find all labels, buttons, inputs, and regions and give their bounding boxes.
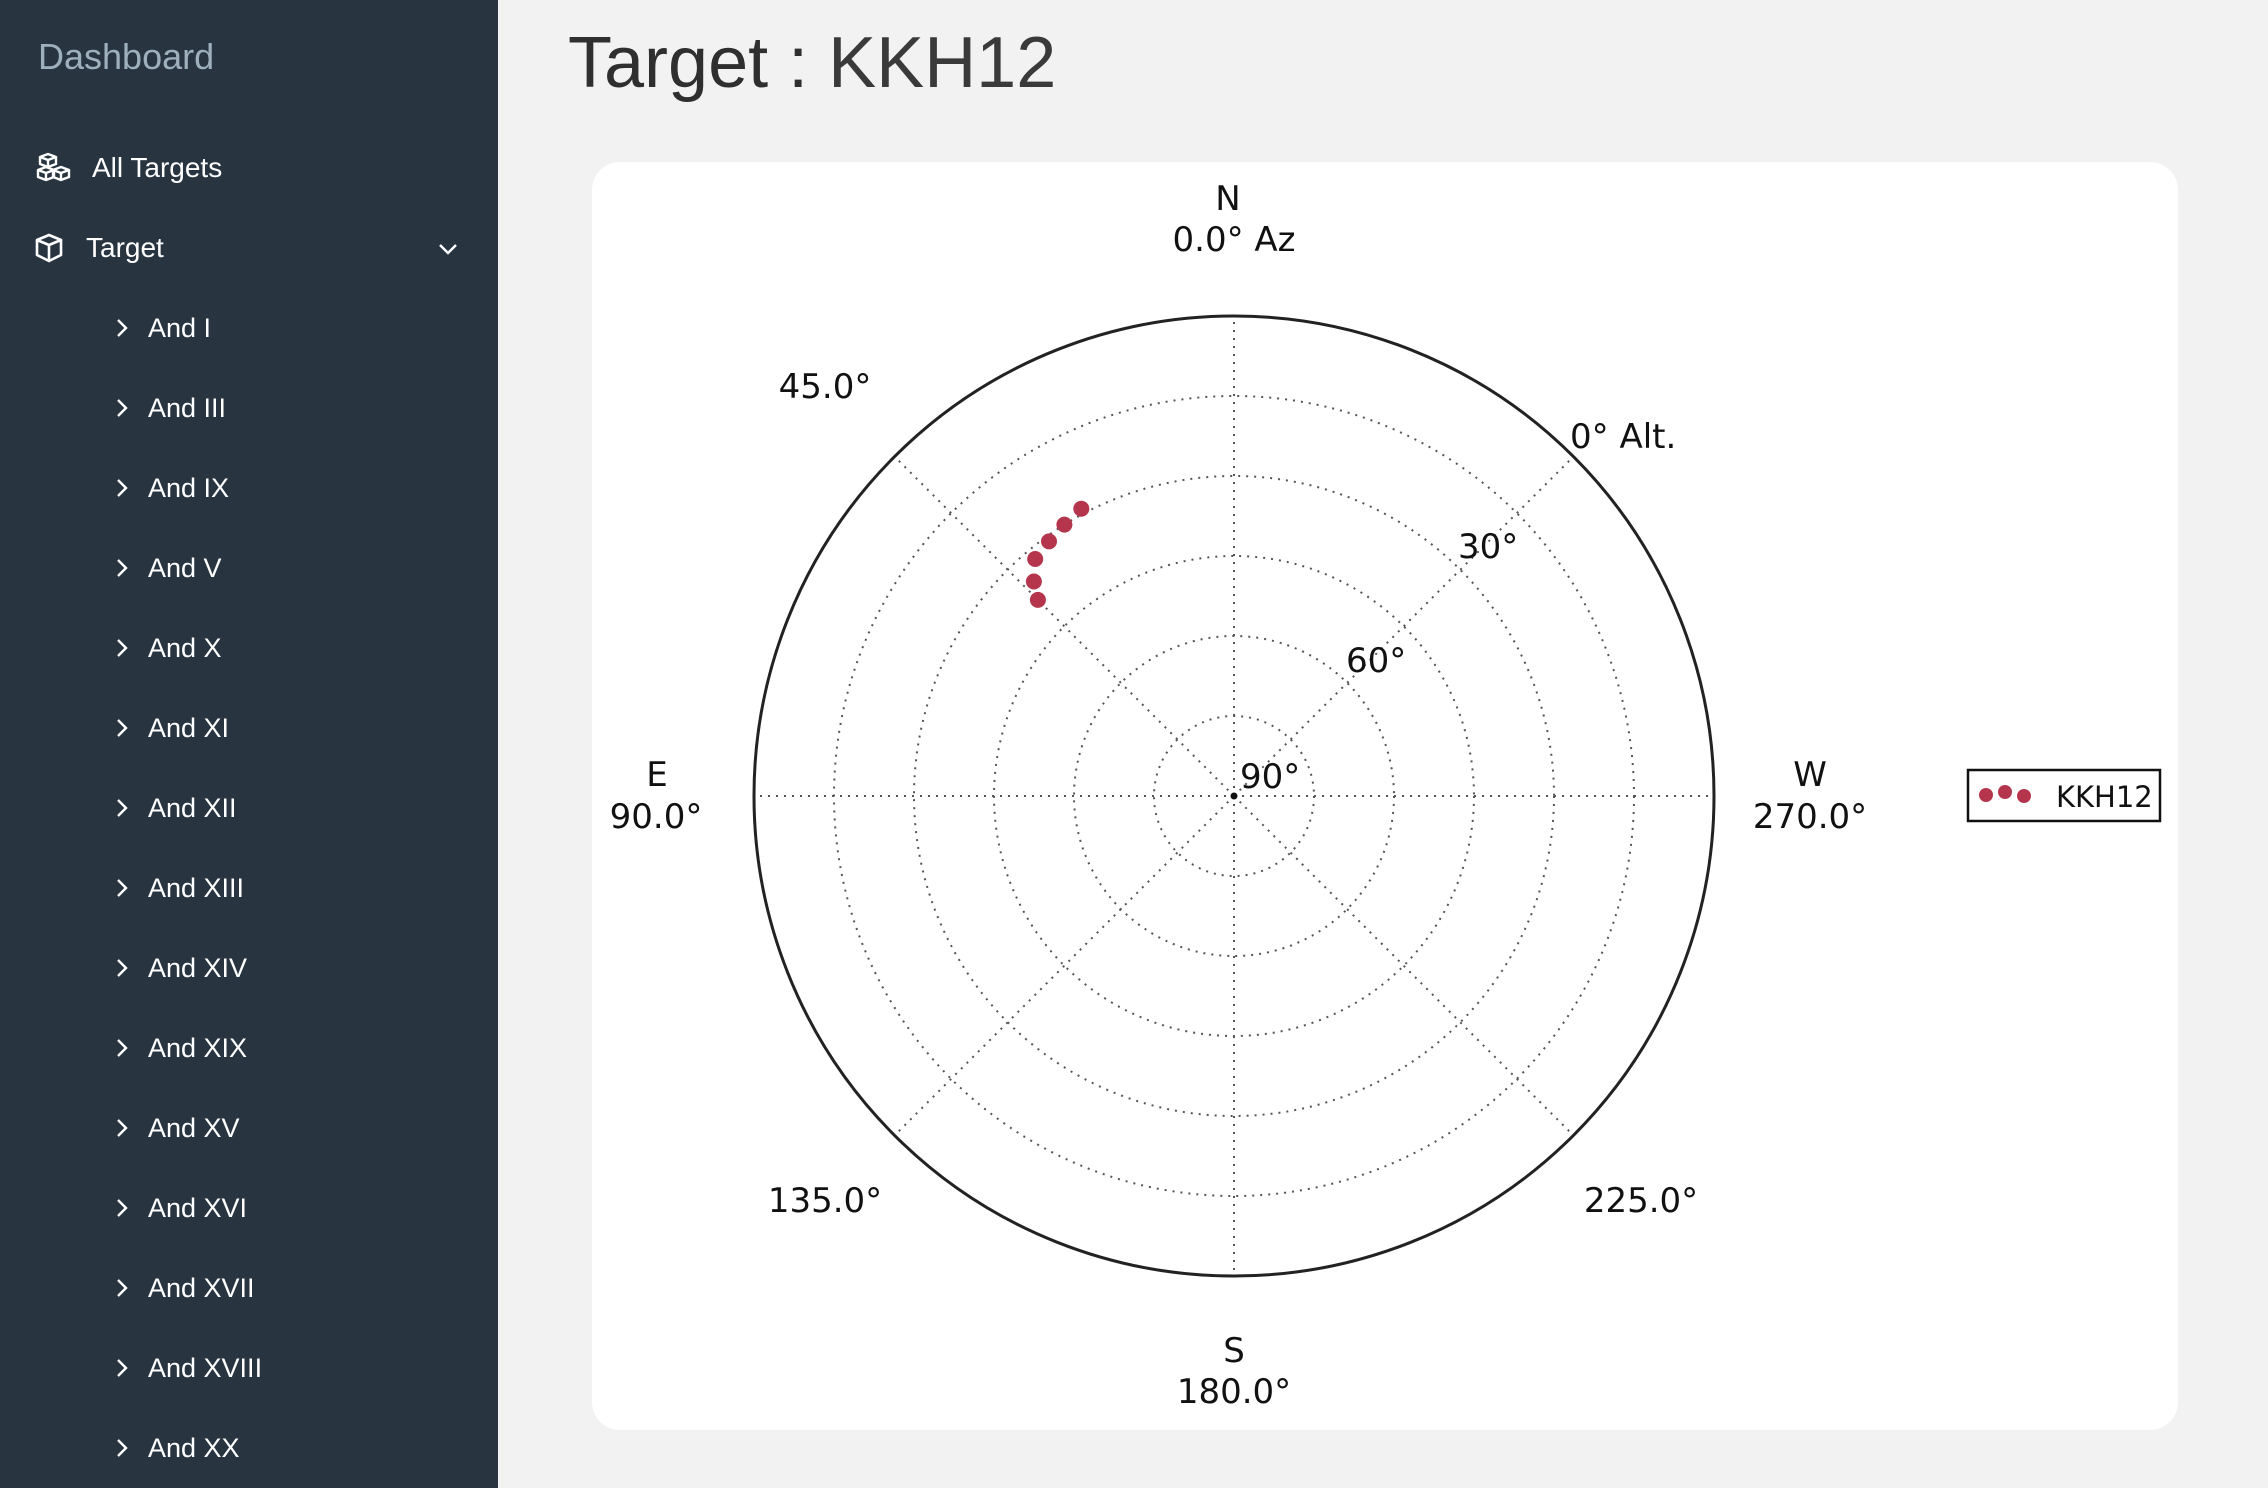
sidebar-subitem-and-xv[interactable]: And XV: [0, 1098, 498, 1158]
chevron-right-icon: [114, 876, 130, 900]
sidebar-subitem-and-iii[interactable]: And III: [0, 378, 498, 438]
sidebar-subitem-and-xi[interactable]: And XI: [0, 698, 498, 758]
legend-marker-3: [2017, 789, 2031, 803]
chevron-right-icon: [114, 796, 130, 820]
label-south: S: [1223, 1331, 1245, 1371]
sidebar-subitem-label: And V: [148, 553, 222, 583]
page-title: Target : KKH12: [568, 22, 1056, 104]
sidebar-subitem-and-xiv[interactable]: And XIV: [0, 938, 498, 998]
chevron-right-icon: [114, 1116, 130, 1140]
sidebar-subitem-label: And XIX: [148, 1033, 248, 1063]
data-point-2: [1056, 516, 1073, 533]
sidebar-item-target-label: Target: [86, 232, 164, 263]
chevron-right-icon: [114, 1356, 130, 1380]
sidebar-subitem-and-xii[interactable]: And XII: [0, 778, 498, 838]
chevron-right-icon: [114, 316, 130, 340]
label-south-deg: 180.0°: [1177, 1372, 1291, 1412]
sidebar-subitem-label: And X: [148, 633, 222, 663]
label-east-deg: 90.0°: [610, 797, 703, 837]
label-north: N: [1215, 179, 1240, 219]
legend-marker-2: [1998, 785, 2012, 799]
sky-plot-card: N 0.0° Az E 90.0° S 180.0° W 270.0° 45.0…: [592, 162, 2178, 1430]
azimuth-spoke-45: [893, 455, 1235, 797]
sidebar-subitem-label: And XV: [148, 1113, 240, 1143]
sidebar-subitem-and-xx[interactable]: And XX: [0, 1418, 498, 1478]
page-title-target-name: KKH12: [828, 23, 1057, 103]
label-north-deg: 0.0° Az: [1173, 220, 1296, 260]
azimuth-spoke-315: [1233, 455, 1575, 797]
data-point-1: [1073, 500, 1090, 517]
sidebar-subitem-and-xix[interactable]: And XIX: [0, 1018, 498, 1078]
data-point-6: [1029, 591, 1046, 608]
chevron-right-icon: [114, 1036, 130, 1060]
sidebar-subitem-and-xvii[interactable]: And XVII: [0, 1258, 498, 1318]
sidebar: Dashboard All Targets Target: [0, 0, 498, 1488]
label-225: 225.0°: [1584, 1181, 1698, 1221]
sidebar-item-target[interactable]: Target: [0, 218, 498, 278]
sidebar-subitem-label: And XIV: [148, 953, 248, 983]
label-alt-0: 0° Alt.: [1570, 417, 1676, 457]
dashboard-brand[interactable]: Dashboard: [38, 36, 215, 77]
label-45: 45.0°: [779, 367, 872, 407]
sidebar-subitem-and-ix[interactable]: And IX: [0, 458, 498, 518]
sidebar-subitem-and-xiii[interactable]: And XIII: [0, 858, 498, 918]
chevron-right-icon: [114, 1436, 130, 1460]
chevron-down-icon: [436, 236, 460, 260]
data-point-5: [1025, 573, 1042, 590]
sidebar-item-all-targets[interactable]: All Targets: [0, 138, 498, 198]
data-point-4: [1027, 551, 1044, 567]
chevron-right-icon: [114, 1196, 130, 1220]
sidebar-subitem-and-x[interactable]: And X: [0, 618, 498, 678]
sidebar-subitem-label: And XI: [148, 713, 230, 743]
sidebar-subitem-label: And XII: [148, 793, 237, 823]
chevron-right-icon: [114, 396, 130, 420]
sidebar-subitem-label: And XVI: [148, 1193, 248, 1223]
horizon-circle: [752, 314, 1716, 1278]
label-alt-60: 60°: [1346, 641, 1406, 681]
chevron-right-icon: [114, 956, 130, 980]
legend-label: KKH12: [2056, 780, 2153, 814]
sky-plot: N 0.0° Az E 90.0° S 180.0° W 270.0° 45.0…: [610, 179, 2162, 1412]
label-west-deg: 270.0°: [1753, 797, 1867, 837]
chevron-right-icon: [114, 556, 130, 580]
sidebar-subitem-and-v[interactable]: And V: [0, 538, 498, 598]
sidebar-subitem-label: And XX: [148, 1433, 240, 1463]
data-point-3: [1041, 533, 1057, 550]
label-west: W: [1793, 755, 1827, 795]
label-east: E: [646, 755, 667, 795]
sidebar-subitem-label: And XVIII: [148, 1353, 263, 1383]
sidebar-subitem-label: And IX: [148, 473, 230, 503]
sidebar-subitem-label: And I: [148, 313, 212, 343]
legend-marker-1: [1979, 788, 1993, 802]
chevron-right-icon: [114, 1276, 130, 1300]
legend: KKH12: [1966, 768, 2162, 823]
cubes-icon: [36, 152, 72, 184]
page-title-prefix: Target :: [568, 23, 809, 103]
sidebar-item-all-targets-label: All Targets: [92, 152, 223, 183]
sidebar-subitem-label: And XIII: [148, 873, 245, 903]
chevron-right-icon: [114, 636, 130, 660]
sidebar-subitem-label: And XVII: [148, 1273, 255, 1303]
sidebar-subitem-and-i[interactable]: And I: [0, 298, 498, 358]
chevron-right-icon: [114, 716, 130, 740]
label-135: 135.0°: [768, 1181, 882, 1221]
chevron-right-icon: [114, 476, 130, 500]
cube-icon: [34, 232, 70, 264]
zenith-point: [1230, 792, 1238, 800]
kkh12-points: [1025, 500, 1090, 608]
azimuth-spoke-135: [893, 795, 1235, 1137]
azimuth-spoke-225: [1233, 795, 1575, 1137]
sidebar-subitem-and-xvi[interactable]: And XVI: [0, 1178, 498, 1238]
sidebar-subitem-and-xviii[interactable]: And XVIII: [0, 1338, 498, 1398]
sidebar-subitem-label: And III: [148, 393, 227, 423]
label-alt-30: 30°: [1458, 527, 1518, 567]
label-alt-90: 90°: [1240, 757, 1300, 797]
